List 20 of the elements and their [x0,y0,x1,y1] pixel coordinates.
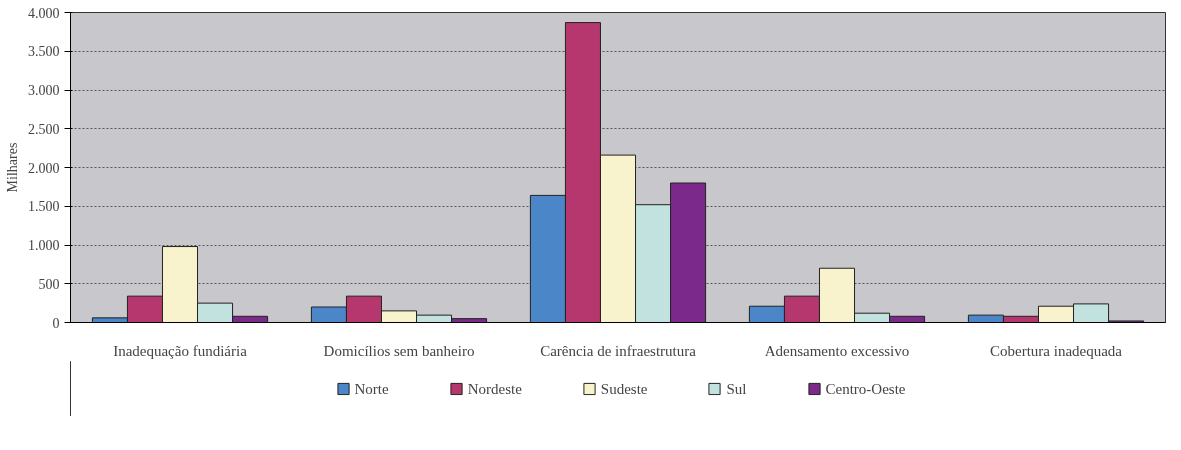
y-tick-label: 3.000 [28,83,60,98]
y-axis-title: Milhares [5,142,20,193]
y-tick-label: 1.000 [28,238,60,253]
y-tick-label: 2.000 [28,160,60,176]
legend-label: Norte [354,380,389,397]
x-tick-label: Adensamento excessivo [764,342,910,359]
y-tick-label: 0 [52,315,60,331]
x-tick-label: Carência de infraestrutura [540,342,697,359]
legend-label: Sul [726,380,747,397]
y-tick-label: 2.500 [28,121,60,137]
y-tick-label: 1.500 [28,199,60,215]
legend-label: Centro-Oeste [825,380,906,397]
x-tick-label: Domicílios sem banheiro [323,342,475,359]
x-tick-label: Inadequação fundiária [113,342,248,359]
legend-label: Sudeste [600,380,648,397]
x-tick-label: Cobertura inadequada [989,342,1123,359]
y-tick-label: 3.500 [28,44,60,60]
y-tick-label: 500 [38,276,60,292]
legend-label: Nordeste [467,380,522,397]
y-tick-label: 4.000 [28,5,60,21]
